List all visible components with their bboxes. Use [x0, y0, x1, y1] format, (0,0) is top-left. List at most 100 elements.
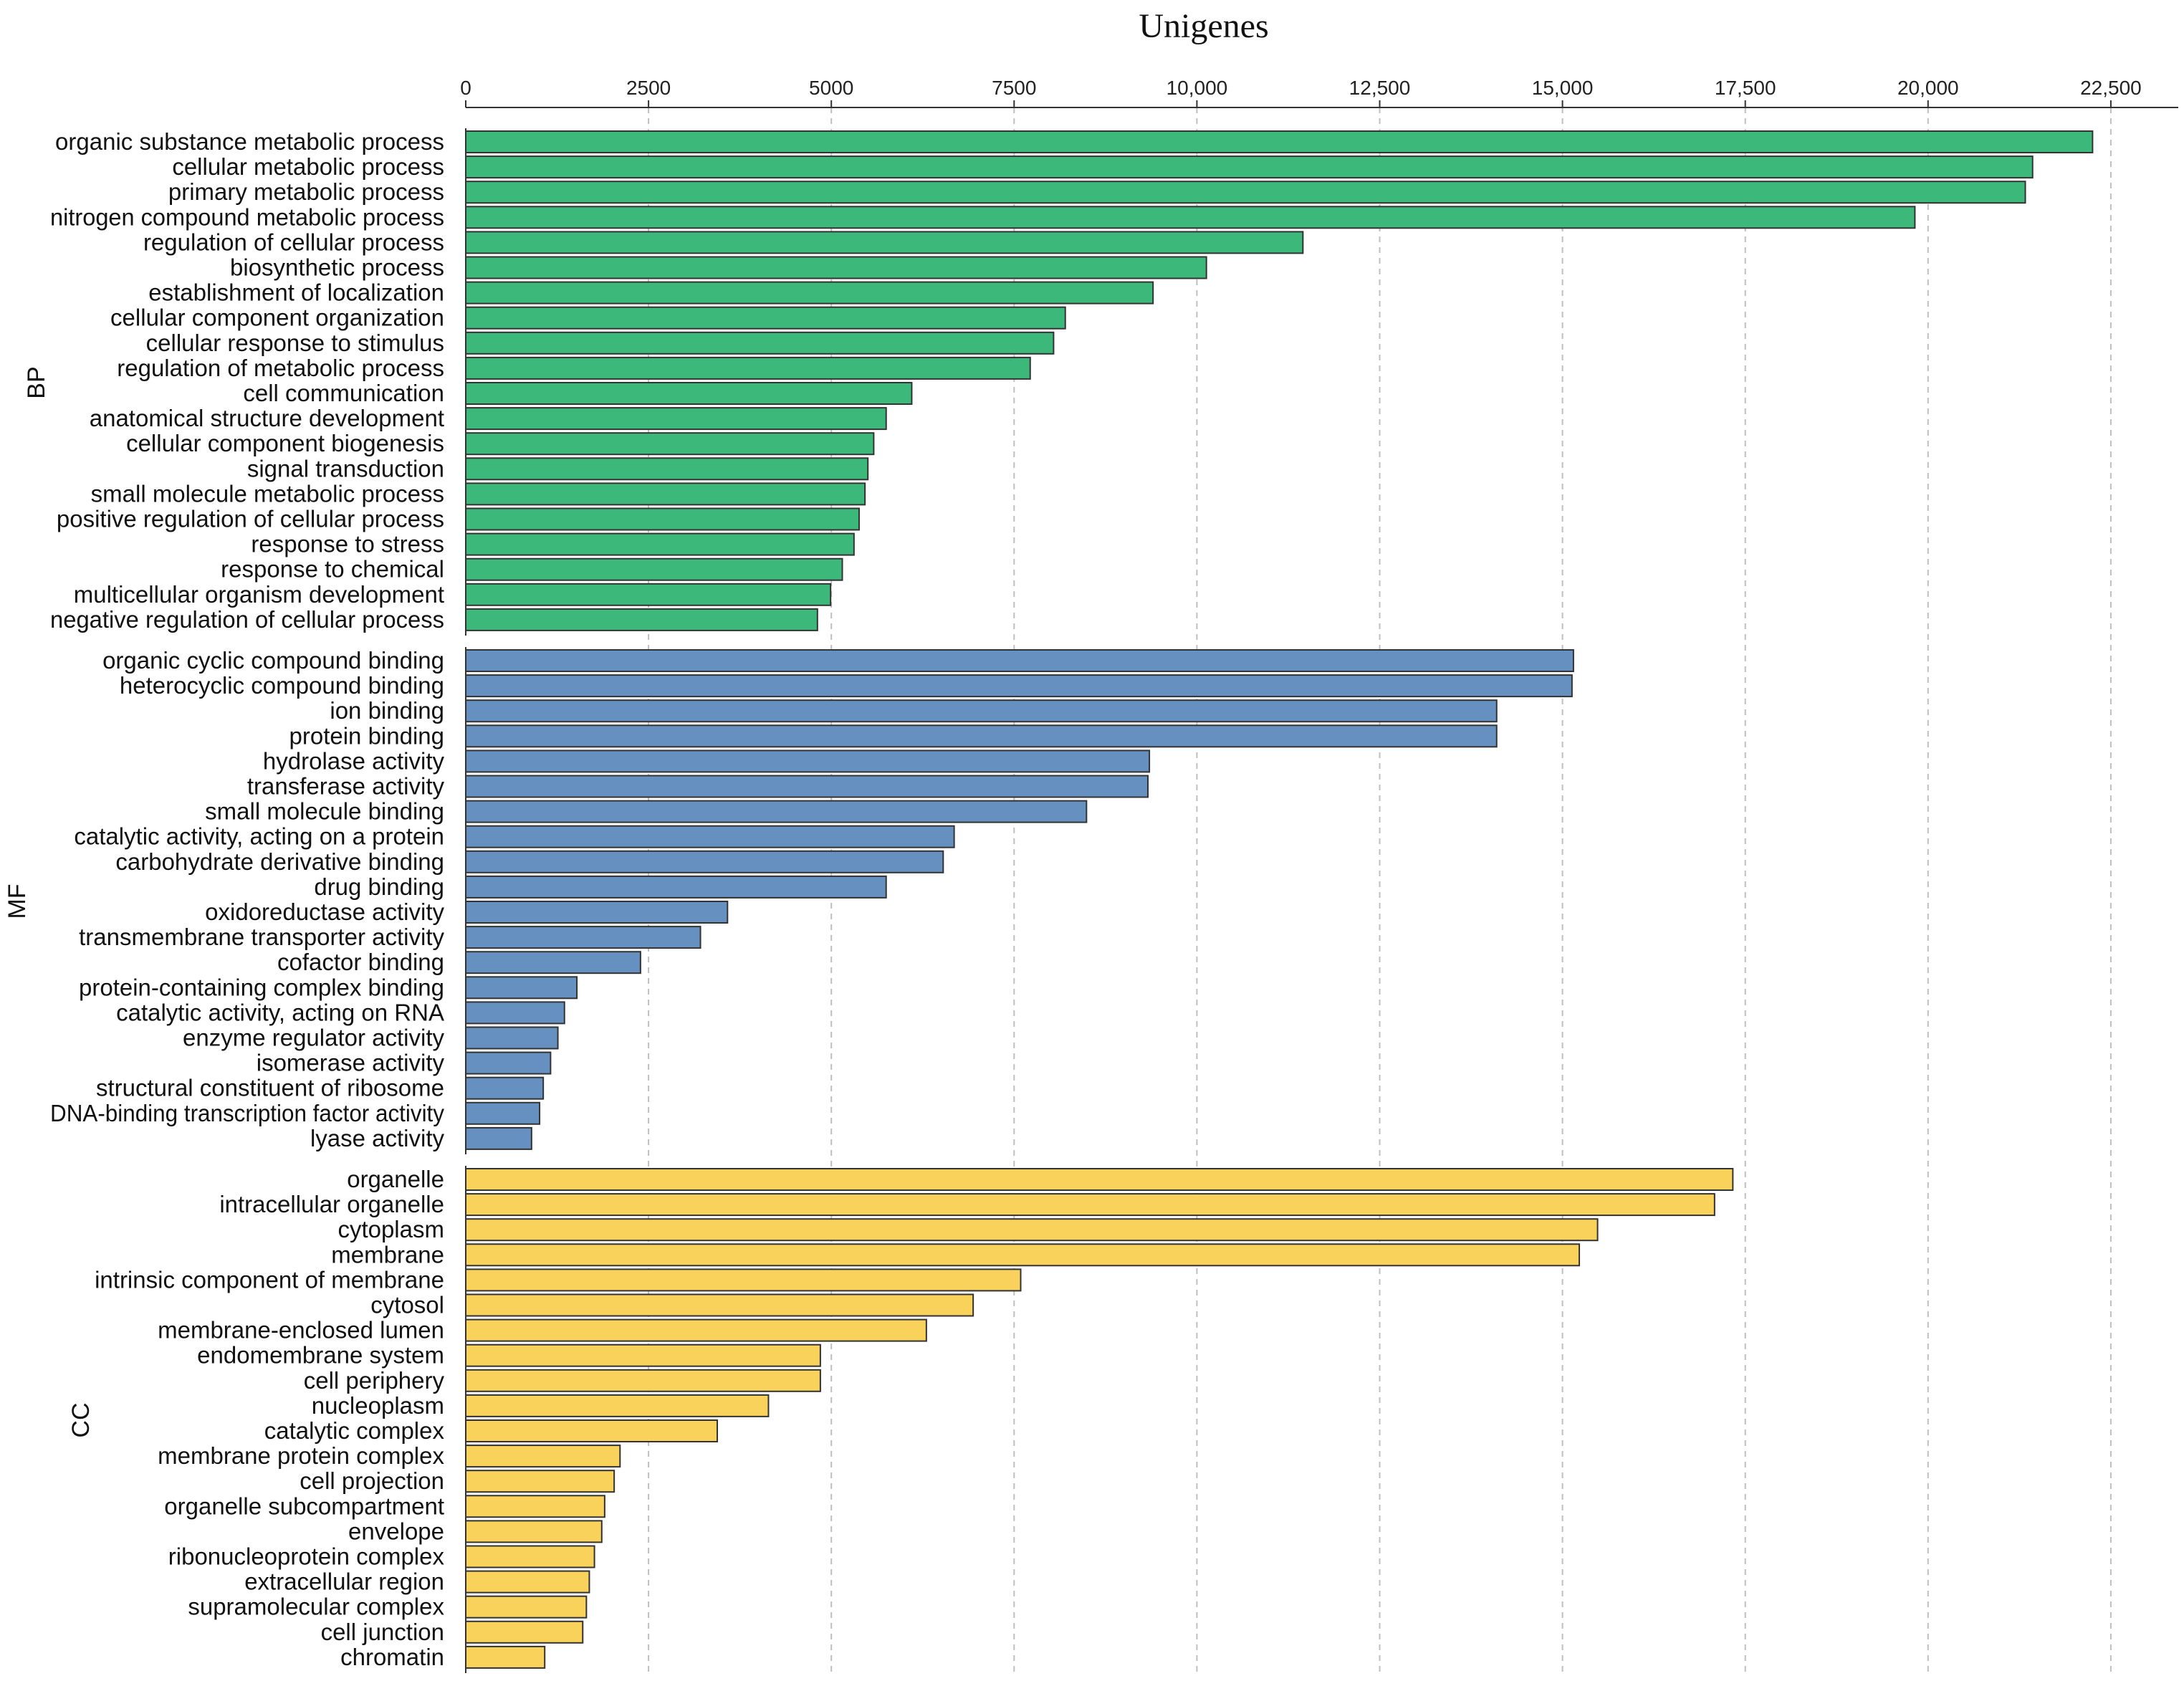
- category-label: cell junction: [321, 1619, 444, 1645]
- group-mf: MF organic cyclic compound bindingheteroc…: [4, 647, 1574, 1154]
- bar: [465, 1026, 559, 1050]
- category-label: heterocyclic compound binding: [120, 672, 444, 699]
- bar: [465, 976, 578, 1000]
- bar: [465, 1268, 1022, 1292]
- bar: [465, 432, 875, 456]
- category-label: ion binding: [330, 697, 444, 724]
- category-label: supramolecular complex: [188, 1594, 444, 1620]
- category-label: transferase activity: [247, 773, 445, 800]
- category-label: cellular response to stimulus: [146, 330, 444, 356]
- x-tick-label: 7500: [992, 77, 1036, 99]
- category-label: extracellular region: [244, 1568, 444, 1595]
- bar: [465, 724, 1498, 748]
- chart-title: Unigenes: [1139, 7, 1268, 45]
- category-label: cell projection: [300, 1467, 444, 1494]
- x-tick-label: 17,500: [1715, 77, 1776, 99]
- bar: [465, 1419, 719, 1442]
- bar: [465, 206, 1916, 229]
- category-label: catalytic complex: [264, 1417, 445, 1444]
- x-tick-label: 2500: [626, 77, 671, 99]
- category-label: lyase activity: [310, 1125, 445, 1151]
- category-label: ribonucleoprotein complex: [168, 1543, 445, 1570]
- bar: [465, 1243, 1581, 1267]
- bar: [465, 130, 2094, 153]
- bar: [465, 1445, 621, 1468]
- bar: [465, 1076, 545, 1100]
- category-label: nucleoplasm: [312, 1392, 444, 1419]
- category-label: enzyme regulator activity: [183, 1025, 444, 1051]
- bar: [465, 775, 1149, 798]
- category-label: cytosol: [370, 1292, 444, 1318]
- bar: [465, 281, 1154, 305]
- category-label: cell communication: [243, 380, 444, 406]
- category-label: transmembrane transporter activity: [79, 924, 444, 950]
- category-label: cellular metabolic process: [172, 153, 444, 180]
- category-label: organelle: [347, 1166, 444, 1192]
- bar: [465, 1343, 821, 1367]
- category-label: protein binding: [289, 722, 445, 749]
- x-tick-label: 12,500: [1349, 77, 1411, 99]
- x-tick-label: 5000: [809, 77, 853, 99]
- bar: [465, 407, 887, 431]
- category-label: regulation of metabolic process: [117, 355, 444, 381]
- x-tick-label: 22,500: [2080, 77, 2142, 99]
- bar: [465, 1520, 603, 1543]
- bar: [465, 457, 869, 481]
- bar: [465, 1218, 1599, 1242]
- category-label: cellular component organization: [110, 305, 444, 331]
- bar: [465, 649, 1574, 672]
- bar: [465, 1101, 541, 1125]
- category-label: small molecule metabolic process: [91, 480, 444, 507]
- category-label: envelope: [348, 1518, 444, 1544]
- bar: [465, 507, 860, 531]
- x-tick-label: 10,000: [1167, 77, 1228, 99]
- category-label: cytoplasm: [337, 1216, 444, 1242]
- bar: [465, 306, 1066, 330]
- category-label: organelle subcompartment: [164, 1493, 444, 1519]
- category-label: membrane-enclosed lumen: [158, 1317, 444, 1343]
- bar: [465, 1595, 588, 1619]
- bar: [465, 1051, 552, 1075]
- category-label: protein-containing complex binding: [79, 974, 444, 1000]
- category-label: catalytic activity, acting on a protein: [74, 823, 444, 850]
- bar: [465, 699, 1498, 723]
- category-label: organic substance metabolic process: [55, 128, 444, 155]
- bar: [465, 532, 855, 556]
- bar: [465, 583, 832, 606]
- group-label: CC: [67, 1402, 95, 1437]
- category-label: nitrogen compound metabolic process: [50, 203, 444, 230]
- bar: [465, 825, 955, 848]
- bar: [465, 356, 1031, 380]
- bar: [465, 1394, 770, 1417]
- x-axis: 0 2500 5000 7500 10,000 12,500 15,000 17,500 20,…: [460, 77, 2178, 108]
- category-label: chromatin: [340, 1644, 444, 1670]
- bar: [465, 482, 866, 506]
- bar: [465, 674, 1573, 698]
- category-label: catalytic activity, acting on RNA: [116, 999, 444, 1025]
- category-label: drug binding: [314, 873, 444, 900]
- bar: [465, 1318, 927, 1342]
- category-label: DNA-binding transcription factor activit…: [50, 1100, 444, 1126]
- bar: [465, 1293, 974, 1317]
- category-label: cellular component biogenesis: [126, 430, 444, 456]
- bar: [465, 155, 2034, 179]
- category-label: primary metabolic process: [168, 178, 444, 205]
- bar: [465, 181, 2026, 204]
- x-tick-label: 0: [460, 77, 471, 99]
- category-label: positive regulation of cellular process: [57, 506, 444, 532]
- category-label: membrane protein complex: [158, 1442, 444, 1469]
- bar: [465, 331, 1055, 355]
- bar: [465, 1193, 1715, 1217]
- bar: [465, 951, 641, 974]
- category-label: negative regulation of cellular process: [50, 606, 444, 633]
- bar: [465, 382, 913, 405]
- category-label: intrinsic component of membrane: [95, 1266, 444, 1293]
- x-tick-label: 15,000: [1532, 77, 1594, 99]
- bar: [465, 800, 1088, 823]
- bar: [465, 231, 1304, 254]
- category-label: membrane: [331, 1241, 444, 1268]
- bar: [465, 926, 701, 949]
